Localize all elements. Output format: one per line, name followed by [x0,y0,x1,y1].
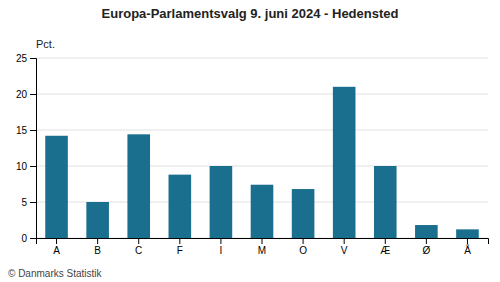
x-tick-mark [303,238,304,244]
x-tick-mark [138,238,139,244]
x-tick-label: M [258,245,266,256]
y-tick-label: 0 [21,233,27,244]
x-tick-mark [220,238,221,244]
x-axis: ABCFIMOVÆØÅ [37,238,489,256]
x-tick-label: Ø [422,245,430,256]
x-tick-mark [385,238,386,244]
bar [292,189,315,238]
x-tick: M [258,238,266,256]
y-tick-mark [30,166,36,167]
x-tick-mark [344,238,345,244]
x-tick-mark [56,238,57,244]
y-tick-label: 15 [16,125,28,136]
x-tick-mark [262,238,263,244]
bar [456,229,479,238]
x-tick: I [220,238,223,256]
x-axis-line [37,239,489,245]
chart: Europa-Parlamentsvalg 9. juni 2024 - Hed… [0,0,500,282]
y-tick-label: 20 [16,89,28,100]
x-tick: C [135,238,142,256]
x-tick: B [94,238,101,256]
x-tick-mark [467,238,468,244]
grid [36,58,488,238]
x-tick-label: B [94,245,101,256]
x-tick: A [53,238,60,256]
grid-line [36,130,488,131]
y-tick-mark [30,58,36,59]
bar [86,202,109,238]
y-tick: 15 [16,125,36,136]
y-tick-mark [30,94,36,95]
bar [251,185,274,238]
x-tick-label: Å [464,244,471,256]
bar [127,134,150,238]
x-tick-label: O [299,245,307,256]
grid-line [36,166,488,167]
bar [210,166,233,238]
y-tick-label: 10 [16,161,28,172]
x-tick-label: A [53,245,60,256]
title: Europa-Parlamentsvalg 9. juni 2024 - Hed… [102,6,399,21]
x-tick: F [177,238,183,256]
grid-line [36,94,488,95]
x-tick-label: V [341,245,348,256]
x-tick-label: I [220,245,223,256]
y-tick: 10 [16,161,36,172]
x-tick-mark [426,238,427,244]
x-tick-mark [179,238,180,244]
y-tick-mark [30,238,36,239]
x-tick-label: C [135,245,142,256]
x-tick-label: F [177,245,183,256]
bar [374,166,397,238]
y-axis-line [30,59,37,239]
x-tick: Ø [422,238,430,256]
bar [333,87,356,238]
y-tick-mark [30,130,36,131]
x-tick: Å [464,238,471,256]
x-tick-label: Æ [380,245,390,256]
x-tick: O [299,238,307,256]
x-tick: V [341,238,348,256]
x-tick: Æ [380,238,390,256]
y-tick-label: 25 [16,53,28,64]
footer: © Danmarks Statistik [8,268,103,279]
bar [169,175,192,238]
y-tick-mark [30,202,36,203]
bars [45,87,479,238]
x-tick-mark [97,238,98,244]
y-tick-label: 5 [21,197,27,208]
grid-line [36,58,488,59]
y-tick: 0 [21,233,36,244]
y-tick: 25 [16,53,36,64]
y-axis-label: Pct. [36,38,55,50]
bar [45,136,68,238]
bar [415,225,438,238]
plot: 0 5 10 15 20 25 A B C F I M O V Æ Ø Å Pct. [16,38,489,256]
y-tick: 5 [21,197,36,208]
y-axis: 0 5 10 15 20 25 [16,53,37,244]
y-tick: 20 [16,89,36,100]
